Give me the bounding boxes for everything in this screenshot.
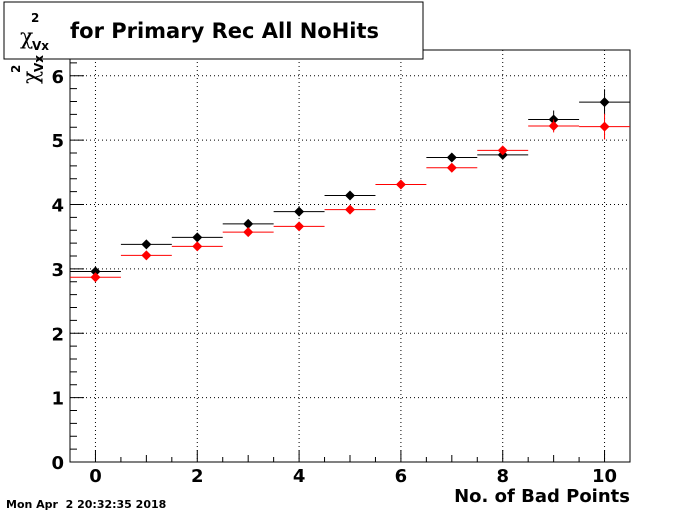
series-0-point-0 bbox=[90, 266, 101, 277]
axes: 0 2 4 6 8 10 0 1 2 3 4 5 6 bbox=[51, 49, 631, 487]
series-1-point-2 bbox=[192, 241, 203, 252]
series-1-point-0 bbox=[90, 272, 101, 283]
series-0-point-1 bbox=[141, 239, 152, 250]
y-axis-label: χ 2 Vx bbox=[9, 55, 46, 84]
grid bbox=[70, 50, 630, 462]
series-1-point-6 bbox=[395, 179, 406, 190]
series-0-point-5 bbox=[345, 190, 355, 201]
title-box-frame bbox=[3, 1, 424, 60]
series-1-point-10 bbox=[599, 121, 610, 132]
plot-frame bbox=[69, 49, 631, 463]
y-tick-label-1: 1 bbox=[51, 389, 64, 410]
x-tick-label-2: 4 bbox=[293, 466, 306, 487]
y-tick-label-4: 4 bbox=[51, 196, 64, 217]
x-tick-label-4: 8 bbox=[496, 466, 509, 487]
ylabel-subscript: Vx bbox=[32, 55, 46, 72]
chart-title: for Primary Rec All NoHits bbox=[70, 19, 379, 43]
x-tick-label-1: 2 bbox=[191, 466, 204, 487]
x-axis-label: No. of Bad Points bbox=[454, 486, 630, 507]
series-1-point-4 bbox=[294, 221, 305, 232]
series-0-point-2 bbox=[192, 232, 203, 243]
series-1-point-5 bbox=[345, 204, 355, 215]
series-0-point-3 bbox=[243, 218, 254, 229]
y-tick-label-2: 2 bbox=[51, 324, 64, 345]
data-marks bbox=[70, 89, 630, 283]
series-0-point-4 bbox=[294, 206, 305, 217]
timestamp: Mon Apr 2 20:32:35 2018 bbox=[6, 498, 166, 511]
y-tick-label-3: 3 bbox=[51, 260, 64, 281]
series-0-point-9 bbox=[599, 97, 610, 108]
x-tick-label-0: 0 bbox=[89, 466, 102, 487]
series-1 bbox=[70, 113, 630, 283]
series-1-point-9 bbox=[548, 120, 559, 131]
series-0 bbox=[70, 89, 630, 277]
title-chi: χ bbox=[20, 25, 33, 50]
series-1-point-3 bbox=[243, 227, 254, 238]
series-1-point-7 bbox=[446, 162, 457, 173]
title-subscript: Vx bbox=[32, 39, 49, 53]
y-tick-label-6: 6 bbox=[51, 67, 64, 88]
series-1-point-8 bbox=[497, 145, 508, 156]
y-tick-label-5: 5 bbox=[51, 131, 64, 152]
ylabel-chi: χ bbox=[19, 71, 44, 84]
series-0-point-6 bbox=[446, 152, 457, 163]
title-box: χ 2 Vx for Primary Rec All NoHits bbox=[3, 1, 424, 60]
ylabel-superscript: 2 bbox=[9, 65, 23, 73]
y-tick-label-0: 0 bbox=[51, 453, 64, 474]
x-tick-label-3: 6 bbox=[395, 466, 408, 487]
series-1-point-1 bbox=[141, 250, 152, 261]
x-tick-label-5: 10 bbox=[592, 466, 617, 487]
title-superscript: 2 bbox=[31, 11, 39, 25]
